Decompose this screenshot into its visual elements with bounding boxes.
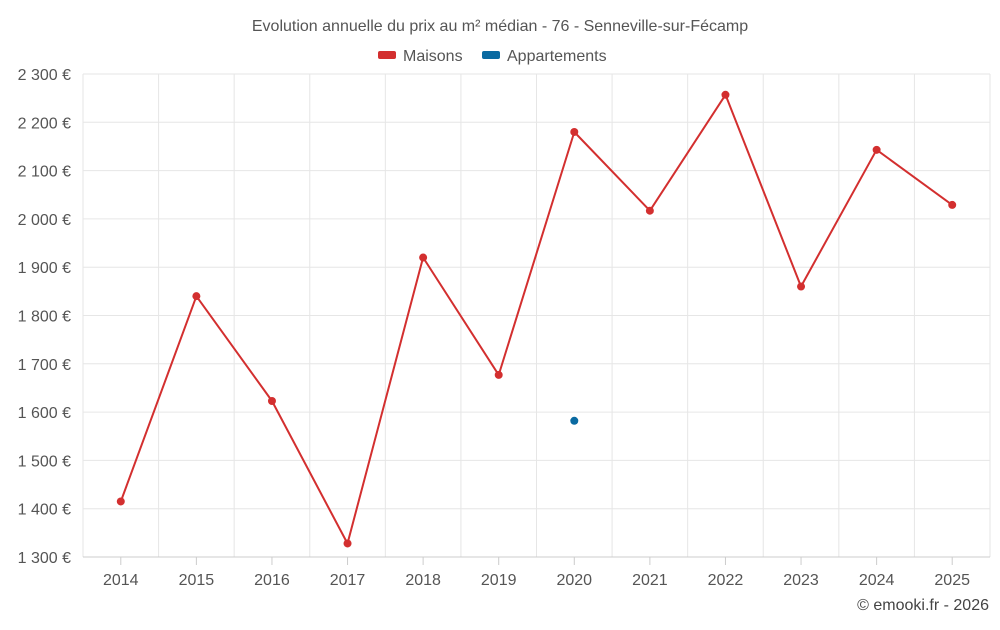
series-line	[119, 93, 953, 545]
data-point[interactable]	[116, 497, 125, 506]
data-point[interactable]	[570, 127, 579, 136]
data-point[interactable]	[267, 396, 276, 405]
legend: Maisons Appartements	[378, 48, 607, 65]
x-tick-label: 2021	[632, 572, 668, 589]
data-point[interactable]	[494, 370, 503, 379]
y-tick-label: 1 500 €	[18, 453, 71, 470]
x-tick-label: 2015	[179, 572, 215, 589]
chart-title: Evolution annuelle du prix au m² médian …	[252, 18, 748, 35]
y-tick-label: 2 000 €	[18, 212, 71, 229]
y-tick-label: 1 800 €	[18, 309, 71, 326]
x-axis: 2014 2015 2016 2017 2018 2019 2020 2021 2022 2023…	[83, 556, 990, 589]
series-appartements	[570, 416, 579, 425]
credit-text: © emooki.fr - 2026	[857, 597, 989, 614]
x-tick-label: 2022	[708, 572, 744, 589]
data-point[interactable]	[419, 253, 428, 262]
y-tick-label: 1 600 €	[18, 405, 71, 422]
x-tick-label: 2024	[859, 572, 895, 589]
legend-swatch	[482, 51, 500, 59]
x-tick-label: 2019	[481, 572, 517, 589]
legend-item-appartements[interactable]: Appartements	[482, 48, 607, 65]
series-layer	[116, 90, 957, 548]
x-tick-label: 2017	[330, 572, 366, 589]
y-tick-label: 2 300 €	[18, 67, 71, 84]
data-point[interactable]	[721, 90, 730, 99]
x-tick-label: 2016	[254, 572, 290, 589]
data-point[interactable]	[343, 539, 352, 548]
legend-label: Maisons	[403, 48, 463, 65]
y-axis: 1 300 € 1 400 € 1 500 € 1 600 € 1 700 € 1 800…	[18, 67, 71, 567]
x-tick-label: 2025	[934, 572, 970, 589]
data-point[interactable]	[797, 282, 806, 291]
data-point[interactable]	[948, 200, 957, 209]
series-maisons	[116, 90, 957, 548]
x-tick-label: 2020	[556, 572, 592, 589]
y-tick-label: 1 300 €	[18, 550, 71, 567]
y-tick-label: 1 400 €	[18, 502, 71, 519]
data-point[interactable]	[645, 206, 654, 215]
legend-swatch	[378, 51, 396, 59]
legend-label: Appartements	[507, 48, 607, 65]
y-tick-label: 2 100 €	[18, 164, 71, 181]
y-tick-label: 2 200 €	[18, 115, 71, 132]
y-tick-label: 1 900 €	[18, 260, 71, 277]
x-tick-label: 2018	[405, 572, 441, 589]
x-tick-label: 2014	[103, 572, 139, 589]
legend-item-maisons[interactable]: Maisons	[378, 48, 463, 65]
data-point[interactable]	[192, 292, 201, 301]
x-tick-label: 2023	[783, 572, 819, 589]
data-point[interactable]	[872, 145, 881, 154]
gridlines	[82, 73, 991, 558]
y-tick-label: 1 700 €	[18, 357, 71, 374]
data-point[interactable]	[570, 416, 579, 425]
